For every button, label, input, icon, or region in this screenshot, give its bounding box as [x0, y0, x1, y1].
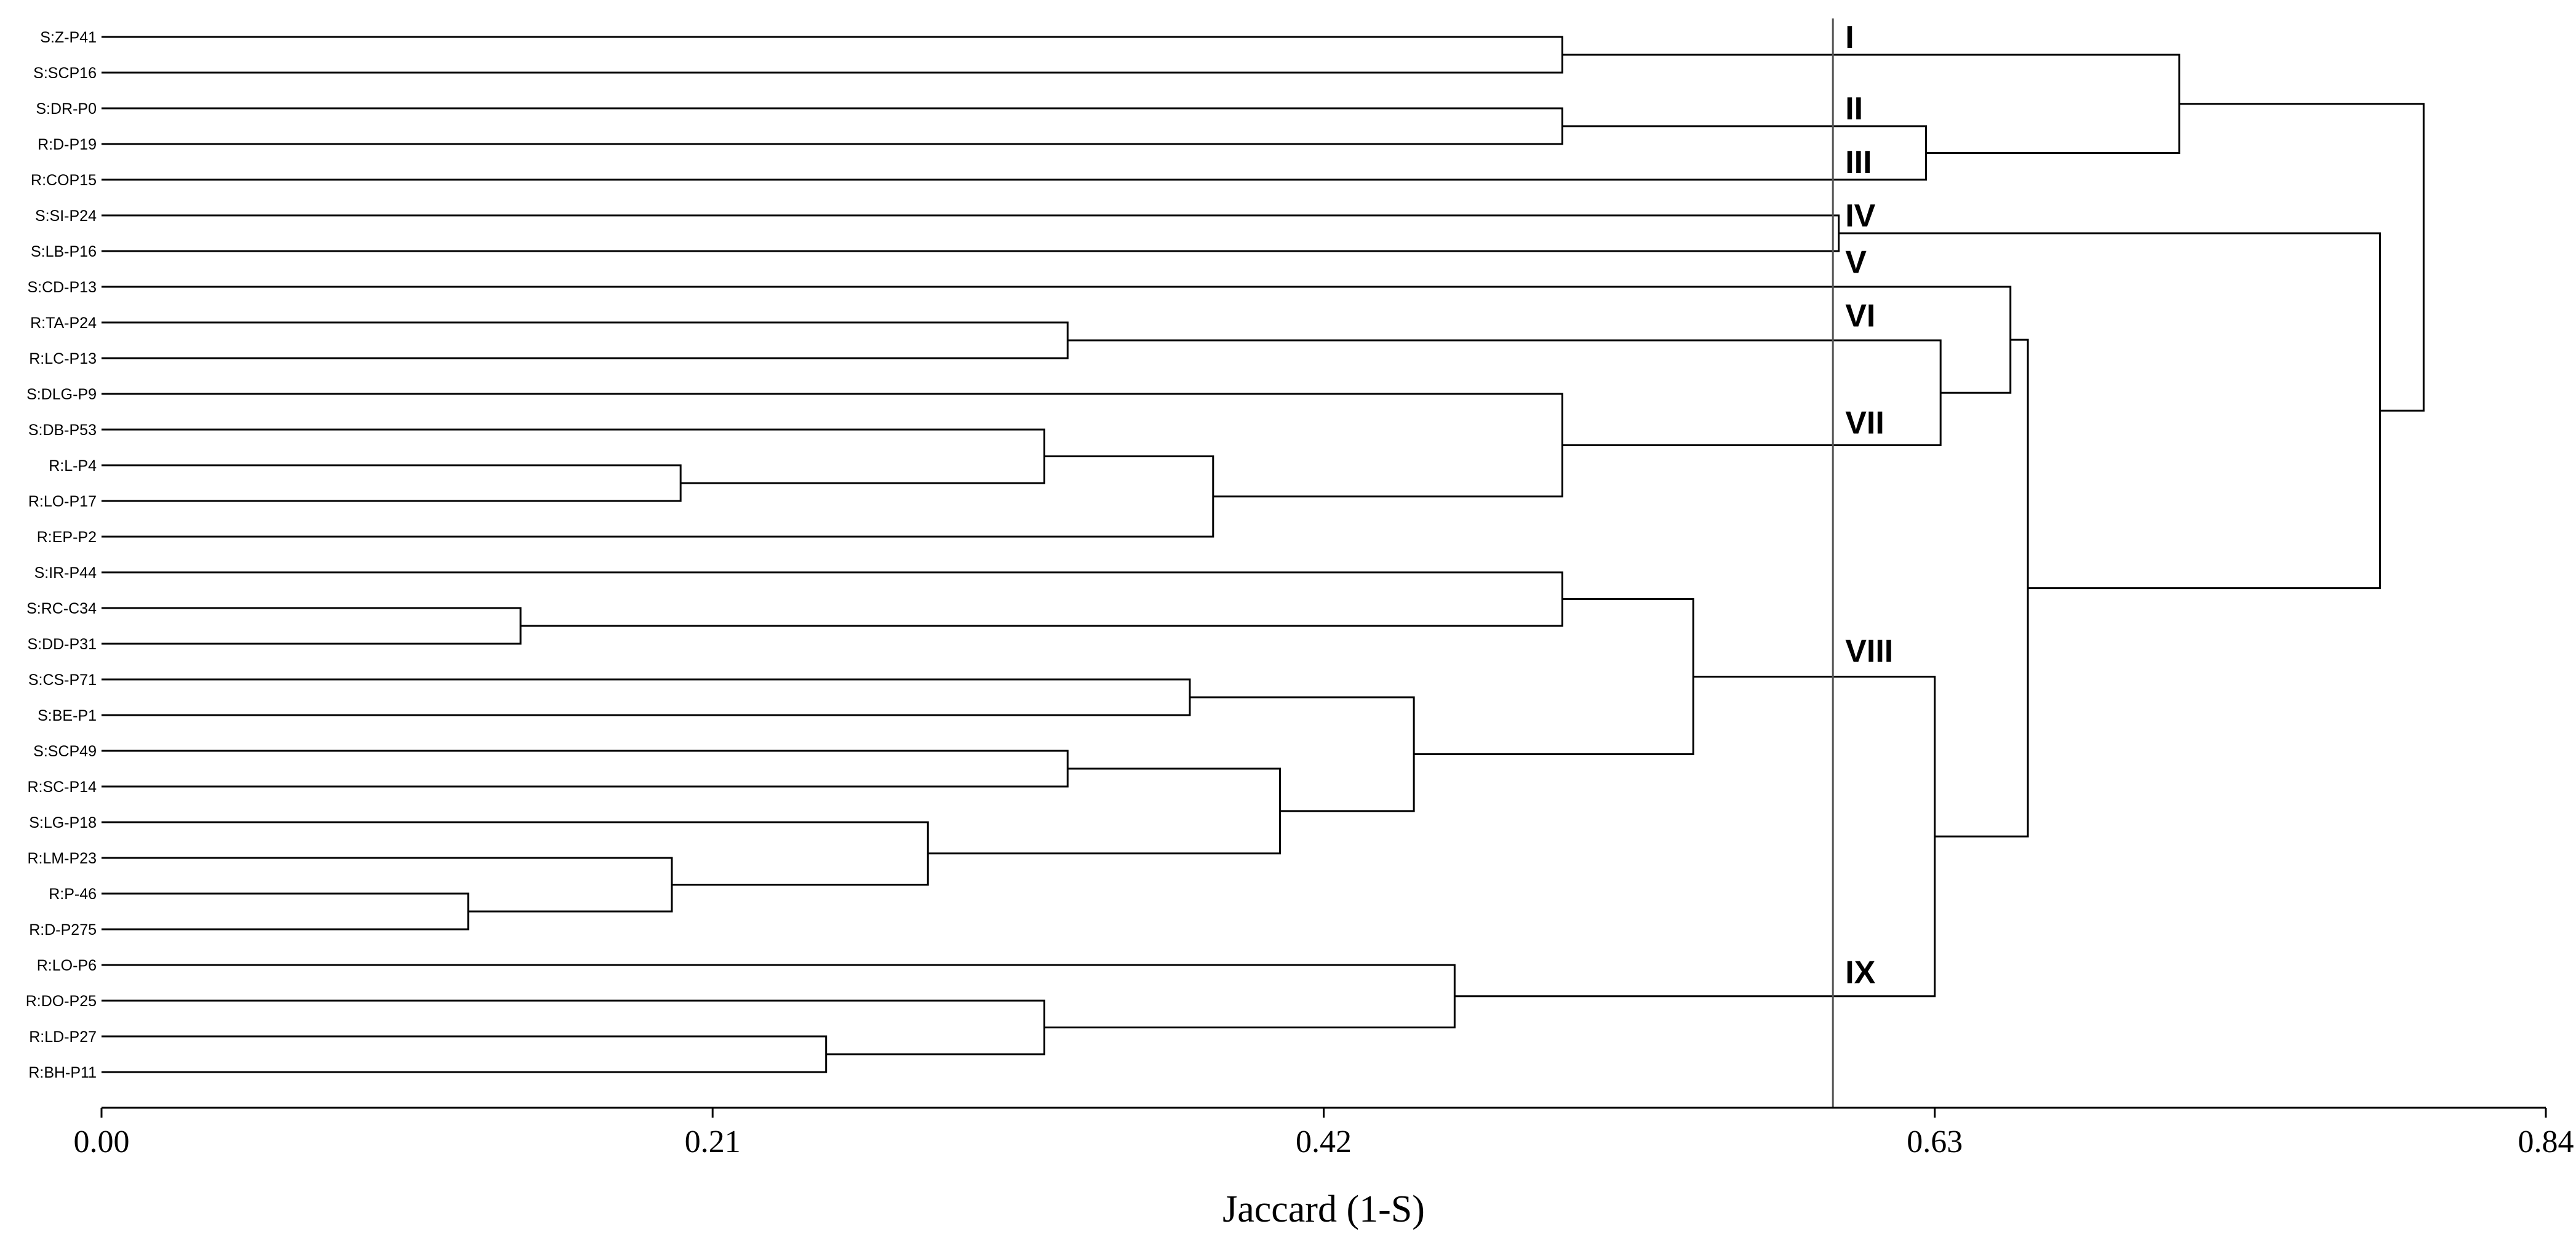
leaf-label: S:CS-P71	[28, 671, 97, 689]
leaf-label: S:LG-P18	[29, 814, 97, 831]
cluster-label: VIII	[1845, 634, 1893, 670]
leaf-label: R:LC-P13	[29, 350, 97, 367]
leaf-label: S:RC-C34	[26, 600, 97, 617]
x-tick-label: 0.84	[2518, 1124, 2574, 1159]
leaf-label: S:IR-P44	[34, 564, 97, 582]
branch-n6	[102, 321, 1069, 359]
branch-n26	[1454, 675, 1936, 998]
leaf-label: S:DD-P31	[27, 636, 97, 653]
leaf-label: R:LD-P27	[29, 1028, 97, 1046]
x-axis-ticks: 0.00 0.21 0.42 0.63 0.84	[74, 1108, 2574, 1159]
leaf-label: S:LB-P16	[31, 243, 97, 260]
branch-n27	[1934, 338, 2029, 838]
cluster-label: IX	[1845, 955, 1875, 991]
leaf-label: R:TA-P24	[30, 314, 97, 332]
x-tick-label: 0.21	[685, 1124, 741, 1159]
branch-n14	[102, 571, 1563, 627]
leaf-label: R:LO-P6	[37, 957, 97, 974]
branch-n17	[102, 892, 469, 931]
branch-n13	[102, 607, 522, 645]
branch-n9	[102, 455, 1214, 538]
branch-n5	[102, 214, 1840, 252]
leaf-label: S:SI-P24	[35, 207, 97, 225]
leaf-label: S:DB-P53	[28, 422, 97, 439]
branch-n3	[102, 125, 1928, 181]
branch-n4	[1562, 54, 2180, 154]
cluster-label: III	[1845, 145, 1872, 180]
x-tick-label: 0.63	[1907, 1124, 1963, 1159]
cluster-label: V	[1845, 244, 1867, 280]
cluster-label: VI	[1845, 298, 1875, 334]
cluster-label: II	[1845, 91, 1863, 127]
leaf-label: R:L-P4	[49, 457, 97, 474]
branch-n25	[102, 964, 1456, 1028]
branch-n18	[102, 857, 673, 913]
branch-n23	[102, 1035, 827, 1073]
leaf-label: S:SCP49	[33, 743, 97, 760]
leaf-label: R:LO-P17	[28, 493, 97, 510]
leaf-label: S:BE-P1	[38, 707, 97, 724]
branch-n8	[102, 428, 1045, 484]
leaf-label: R:DO-P25	[26, 993, 97, 1010]
leaf-label: R:LM-P23	[27, 850, 97, 867]
x-axis-title: Jaccard (1-S)	[1222, 1188, 1425, 1230]
leaf-label: R:D-P19	[38, 136, 97, 153]
cluster-label: I	[1845, 20, 1854, 55]
branch-n16	[102, 750, 1069, 788]
leaf-labels: S:Z-P41 S:SCP16 S:DR-P0 R:D-P19 R:COP15 S:SI-…	[26, 29, 97, 1081]
leaf-label: S:CD-P13	[27, 279, 97, 296]
branch-n20	[928, 767, 1282, 855]
cluster-label: IV	[1845, 198, 1875, 234]
x-axis: 0.00 0.21 0.42 0.63 0.84 Jaccard (1-S)	[74, 1107, 2574, 1230]
branch-n1	[102, 36, 1563, 74]
leaf-label: S:DR-P0	[36, 100, 97, 118]
leaf-label: R:SC-P14	[27, 779, 97, 796]
x-tick-label: 0.42	[1296, 1124, 1352, 1159]
branch-n7	[102, 464, 682, 502]
branch-n15	[102, 678, 1191, 716]
leaf-label: R:D-P275	[29, 921, 97, 939]
x-tick-label: 0.00	[74, 1124, 130, 1159]
leaf-label: R:EP-P2	[37, 529, 97, 546]
branch-n21	[1189, 696, 1415, 812]
branch-n11	[1067, 339, 1942, 446]
branch-n22	[1414, 598, 1694, 755]
branch-n19	[102, 821, 929, 886]
branch-n28	[1838, 232, 2381, 590]
leaf-label: R:P-46	[49, 886, 97, 903]
cluster-label: VII	[1845, 405, 1884, 441]
leaf-label: R:COP15	[31, 172, 97, 189]
dendrogram-branches	[102, 36, 2425, 1073]
branch-n12	[102, 286, 2012, 394]
branch-n10	[102, 393, 1563, 498]
leaf-label: S:SCP16	[33, 65, 97, 82]
branch-n29	[2179, 103, 2425, 412]
branch-n24	[102, 999, 1045, 1055]
leaf-label: S:Z-P41	[40, 29, 97, 46]
leaf-label: R:BH-P11	[28, 1064, 97, 1081]
branch-n2	[102, 107, 1563, 145]
leaf-label: S:DLG-P9	[26, 386, 97, 403]
